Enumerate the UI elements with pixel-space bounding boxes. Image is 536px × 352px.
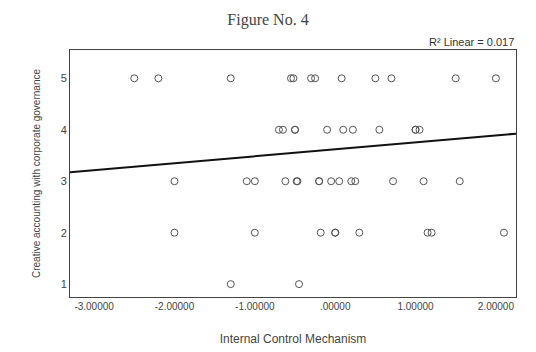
svg-text:5: 5 — [61, 72, 67, 84]
svg-text:Figure No. 4: Figure No. 4 — [227, 11, 308, 29]
svg-text:2: 2 — [61, 227, 67, 239]
svg-text:-1.00000: -1.00000 — [235, 301, 275, 312]
svg-text:.00000: .00000 — [320, 301, 351, 312]
svg-text:4: 4 — [61, 124, 67, 136]
svg-text:Creative accounting with corpo: Creative accounting with corporate gover… — [31, 69, 42, 278]
svg-text:-2.00000: -2.00000 — [155, 301, 195, 312]
svg-text:Internal Control Mechanism: Internal Control Mechanism — [220, 332, 367, 346]
svg-text:1.00000: 1.00000 — [397, 301, 434, 312]
svg-text:1: 1 — [61, 278, 67, 290]
svg-text:2.00000: 2.00000 — [478, 301, 515, 312]
svg-text:-3.00000: -3.00000 — [74, 301, 114, 312]
svg-text:R² Linear = 0.017: R² Linear = 0.017 — [429, 36, 514, 48]
svg-text:3: 3 — [61, 175, 67, 187]
